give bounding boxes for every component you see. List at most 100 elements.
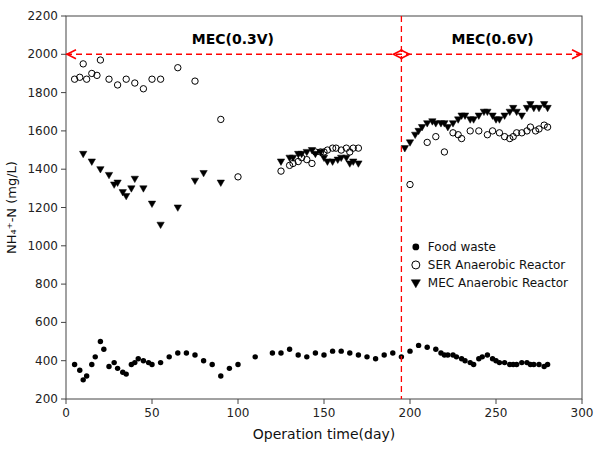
point	[192, 352, 197, 357]
point	[136, 356, 141, 361]
y-tick	[61, 92, 66, 93]
point	[489, 128, 495, 134]
point	[88, 159, 95, 165]
point	[141, 358, 146, 363]
y-tick	[61, 207, 66, 208]
legend-label: SER Anaerobic Reactor	[428, 258, 565, 272]
point	[128, 186, 135, 192]
point	[77, 368, 82, 373]
point	[89, 362, 94, 367]
x-tick	[324, 399, 325, 404]
legend-marker	[411, 280, 420, 288]
point	[407, 348, 412, 353]
point	[424, 345, 429, 350]
point	[338, 348, 343, 353]
point	[158, 360, 163, 365]
point	[545, 362, 550, 367]
point	[303, 149, 310, 155]
y-tick	[61, 284, 66, 285]
point	[343, 145, 349, 151]
point	[123, 76, 129, 82]
x-axis-label: Operation time(day)	[253, 426, 395, 442]
point	[536, 362, 541, 367]
point	[524, 128, 530, 134]
point	[200, 170, 207, 176]
point	[304, 354, 309, 359]
y-tick	[61, 130, 66, 131]
y-tick-label: 600	[35, 315, 58, 329]
point	[424, 121, 431, 127]
point	[218, 116, 224, 122]
point	[470, 117, 477, 123]
point	[373, 356, 378, 361]
point	[433, 346, 438, 351]
x-tick-label: 0	[62, 406, 70, 420]
point	[209, 362, 214, 367]
point	[148, 201, 155, 207]
point	[227, 366, 232, 371]
point	[157, 222, 164, 228]
point	[364, 354, 369, 359]
point	[501, 113, 508, 119]
legend-marker	[412, 244, 419, 251]
point	[218, 373, 223, 378]
point	[433, 133, 439, 139]
point	[445, 352, 450, 357]
point	[458, 135, 464, 141]
legend-label: Food waste	[428, 240, 496, 254]
point	[97, 57, 103, 63]
point	[329, 159, 336, 165]
reference-lines	[66, 16, 582, 399]
y-tick-label: 400	[35, 354, 58, 368]
point	[166, 354, 171, 359]
y-tick-label: 800	[35, 277, 58, 291]
plot-area	[71, 57, 551, 383]
y-tick-label: 1000	[27, 239, 58, 253]
point	[140, 186, 147, 192]
point	[132, 80, 138, 86]
x-tick-label: 100	[227, 406, 250, 420]
point	[356, 352, 361, 357]
point	[418, 125, 425, 131]
point	[424, 139, 430, 145]
series-points	[80, 102, 552, 229]
point	[97, 167, 104, 173]
point	[467, 128, 473, 134]
x-tick	[582, 399, 583, 404]
point	[317, 149, 324, 155]
point	[444, 125, 451, 131]
point	[471, 362, 476, 367]
y-axis-label: NH₄⁺-N (mg/L)	[4, 161, 19, 254]
series-points	[71, 57, 550, 188]
point	[514, 362, 519, 367]
point	[201, 358, 206, 363]
point	[217, 180, 224, 186]
annotation: MEC(0.6V)	[451, 31, 533, 47]
point	[502, 360, 507, 365]
point	[485, 352, 490, 357]
point	[298, 151, 305, 157]
y-tick	[61, 399, 66, 400]
x-tick-label: 300	[571, 406, 594, 420]
point	[235, 362, 240, 367]
y-tick-label: 2200	[27, 9, 58, 23]
point	[80, 61, 86, 67]
point	[192, 78, 198, 84]
point	[149, 76, 155, 82]
point	[191, 178, 198, 184]
point	[295, 352, 300, 357]
x-tick	[496, 399, 497, 404]
point	[381, 352, 386, 357]
point	[476, 128, 482, 134]
point	[123, 193, 130, 199]
point	[114, 82, 120, 88]
point	[270, 350, 275, 355]
y-tick-label: 1600	[27, 124, 58, 138]
point	[330, 348, 335, 353]
arrow-head	[393, 50, 402, 59]
plot-frame	[66, 16, 582, 399]
point	[114, 180, 121, 186]
point	[93, 354, 98, 359]
point	[277, 159, 284, 165]
y-tick-label: 1800	[27, 86, 58, 100]
